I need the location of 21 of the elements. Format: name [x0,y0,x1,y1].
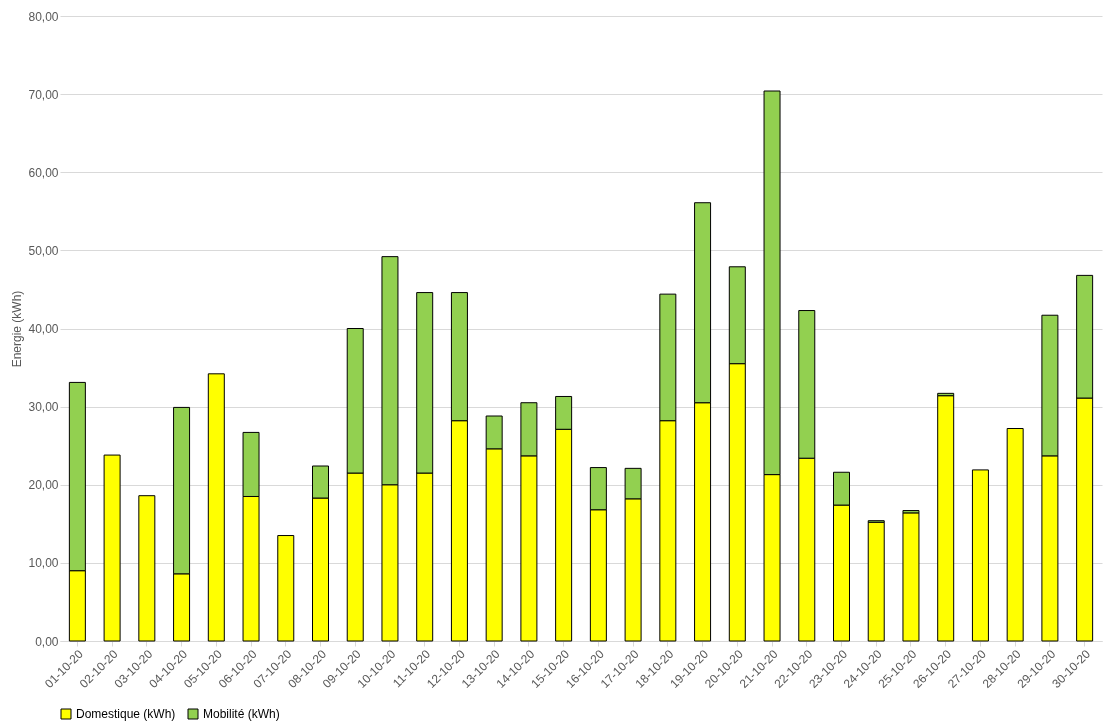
bar [1006,428,1024,642]
y-tick-label: 80,00 [28,9,59,24]
bar [207,373,225,642]
y-tick-label: 50,00 [28,243,59,258]
y-tick-label: 60,00 [28,165,59,180]
bar [937,395,955,642]
y-tick-label: 0,00 [35,634,59,649]
y-tick-label: 40,00 [28,322,59,336]
y-tick-label: 70,00 [28,87,59,102]
bar [138,495,156,642]
y-axis-title: Energie (kWh) [10,290,25,368]
y-tick-label: 30,00 [28,400,59,415]
bar [867,521,885,642]
y-tick-label: 10,00 [28,556,59,571]
y-tick-label: 20,00 [28,478,59,493]
bar [902,512,920,642]
bar [277,535,295,642]
bar [971,469,989,642]
legend-label: Domestique (kWh) [76,707,176,721]
legend-label: Mobilité (kWh) [203,707,280,721]
bar [103,454,121,642]
